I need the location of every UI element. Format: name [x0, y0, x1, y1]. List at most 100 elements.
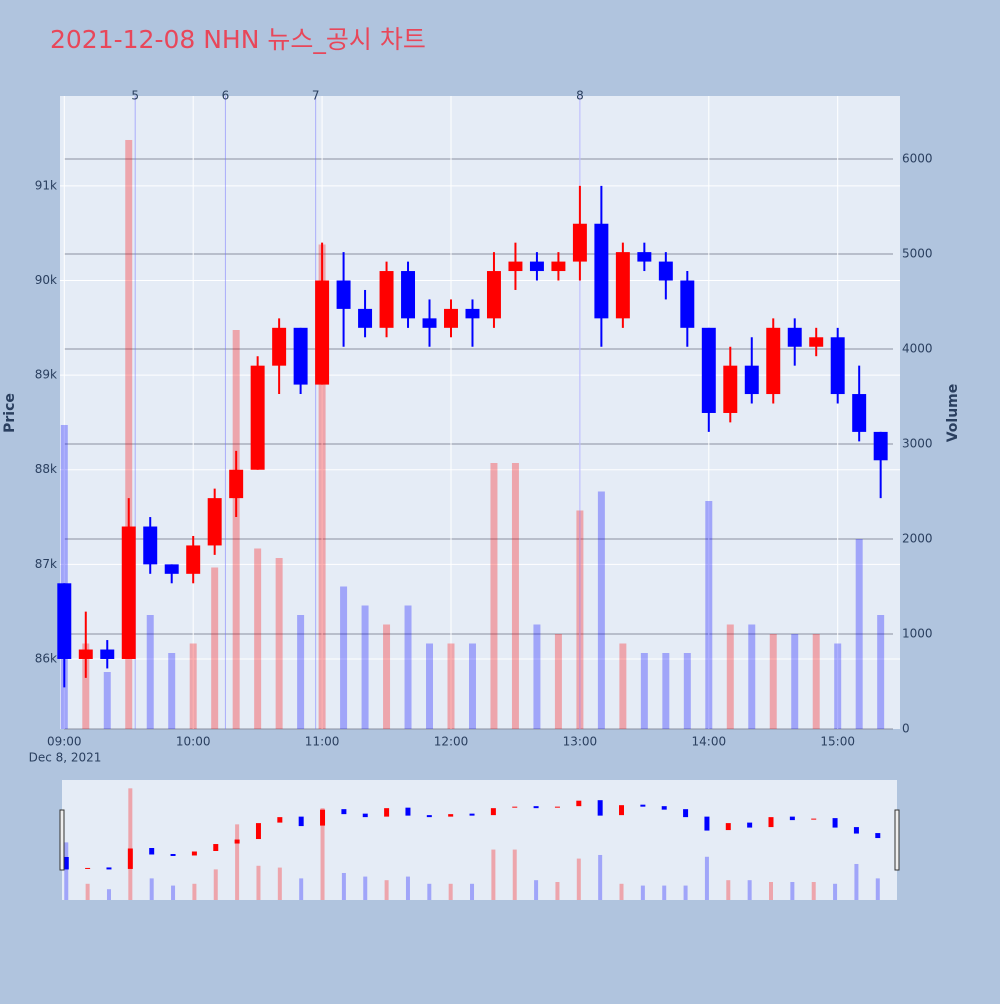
mini-volume-bar: [833, 883, 838, 900]
x-date-label: Dec 8, 2021: [29, 751, 102, 765]
mini-volume-bar: [235, 824, 240, 900]
volume-bar: [705, 500, 713, 729]
mini-volume-bar: [534, 880, 539, 900]
candle-body: [336, 280, 351, 309]
y-tick-label: 91k: [35, 178, 57, 192]
chart-title: 2021-12-08 NHN 뉴스_공시 차트: [50, 25, 426, 54]
mini-volume-bar: [64, 842, 69, 900]
volume-bar: [834, 643, 842, 729]
volume-bar: [125, 139, 133, 730]
mini-volume-bar: [726, 880, 731, 900]
candle-body: [186, 545, 201, 574]
volume-bar: [511, 462, 519, 729]
mini-volume-bar: [299, 878, 304, 900]
candle-body: [315, 280, 330, 385]
volume-bar: [855, 538, 863, 729]
mini-volume-bar: [341, 872, 346, 900]
candle-body: [637, 252, 652, 262]
candle-body: [272, 327, 287, 366]
candle-body: [486, 271, 501, 319]
candle-body: [293, 327, 308, 385]
candle-body: [873, 431, 888, 461]
volume-bar: [597, 491, 605, 729]
mini-volume-bar: [106, 889, 111, 900]
candle-body: [444, 308, 458, 328]
candle-body: [379, 271, 394, 328]
candle-body: [508, 261, 523, 272]
volume-bar: [103, 671, 111, 729]
volume-bar: [383, 624, 391, 729]
mini-volume-bar: [171, 885, 176, 900]
candle-body: [143, 526, 158, 565]
mini-volume-bar: [790, 881, 795, 900]
volume-bar: [361, 605, 369, 729]
candle-body: [250, 365, 265, 470]
candle-body: [121, 526, 136, 659]
candle-body: [744, 365, 759, 395]
news-label: 7: [312, 89, 320, 103]
mini-volume-bar: [811, 881, 816, 900]
mini-volume-bar: [192, 883, 197, 900]
volume-bar: [769, 633, 777, 729]
candle-body: [809, 337, 824, 347]
volume-bar: [426, 643, 434, 729]
volume-bar: [683, 652, 691, 729]
candle-body: [465, 308, 480, 319]
y2-tick-label: 5000: [902, 246, 933, 260]
range-handle[interactable]: [59, 809, 65, 871]
mini-volume-bar: [747, 880, 752, 900]
volume-bar: [554, 633, 562, 729]
y-axis-title: Price: [2, 393, 18, 433]
x-tick-label: 10:00: [176, 735, 211, 749]
candle-body: [164, 564, 179, 574]
mini-volume-bar: [277, 867, 282, 900]
mini-volume-bar: [256, 865, 261, 900]
mini-volume-bar: [470, 883, 475, 900]
mini-volume-bar: [85, 883, 90, 900]
candle-body: [401, 271, 416, 319]
y2-tick-label: 3000: [902, 436, 933, 450]
y2-tick-label: 4000: [902, 341, 933, 355]
candle-body: [572, 223, 587, 262]
candle-body: [615, 252, 630, 319]
volume-bar: [146, 614, 154, 729]
volume-bar: [726, 624, 734, 729]
y2-tick-label: 0: [902, 722, 910, 736]
y-tick-label: 86k: [35, 651, 57, 665]
range-handle[interactable]: [894, 809, 900, 871]
volume-bar: [82, 643, 90, 729]
candle-body: [680, 280, 695, 328]
y-tick-label: 90k: [35, 273, 57, 287]
candle-body: [551, 261, 566, 272]
volume-bar: [275, 557, 283, 729]
volume-bar: [254, 548, 262, 729]
mini-volume-bar: [640, 885, 645, 900]
x-tick-label: 09:00: [47, 735, 82, 749]
x-tick-label: 12:00: [434, 735, 469, 749]
mini-volume-bar: [598, 854, 603, 900]
candle-body: [100, 649, 115, 659]
volume-bar: [447, 643, 455, 729]
mini-volume-bar: [854, 863, 859, 900]
mini-volume-bar: [576, 858, 581, 900]
volume-bar: [297, 614, 305, 729]
volume-bar: [619, 643, 627, 729]
volume-bar: [404, 605, 412, 729]
plot-area: [60, 96, 900, 729]
y-tick-label: 88k: [35, 462, 57, 476]
candle-body: [529, 261, 544, 272]
volume-bar: [791, 633, 799, 729]
range-slider[interactable]: [62, 780, 897, 900]
mini-volume-bar: [427, 883, 432, 900]
mini-volume-bar: [405, 876, 410, 900]
candle-body: [78, 649, 93, 659]
mini-volume-bar: [384, 880, 389, 900]
volume-bar: [232, 329, 240, 729]
volume-bar: [60, 424, 68, 729]
mini-volume-bar: [149, 878, 154, 900]
mini-volume-bar: [662, 885, 667, 900]
volume-bar: [168, 652, 176, 729]
mini-volume-bar: [875, 878, 880, 900]
candle-body: [852, 394, 867, 432]
candle-body: [830, 337, 845, 395]
